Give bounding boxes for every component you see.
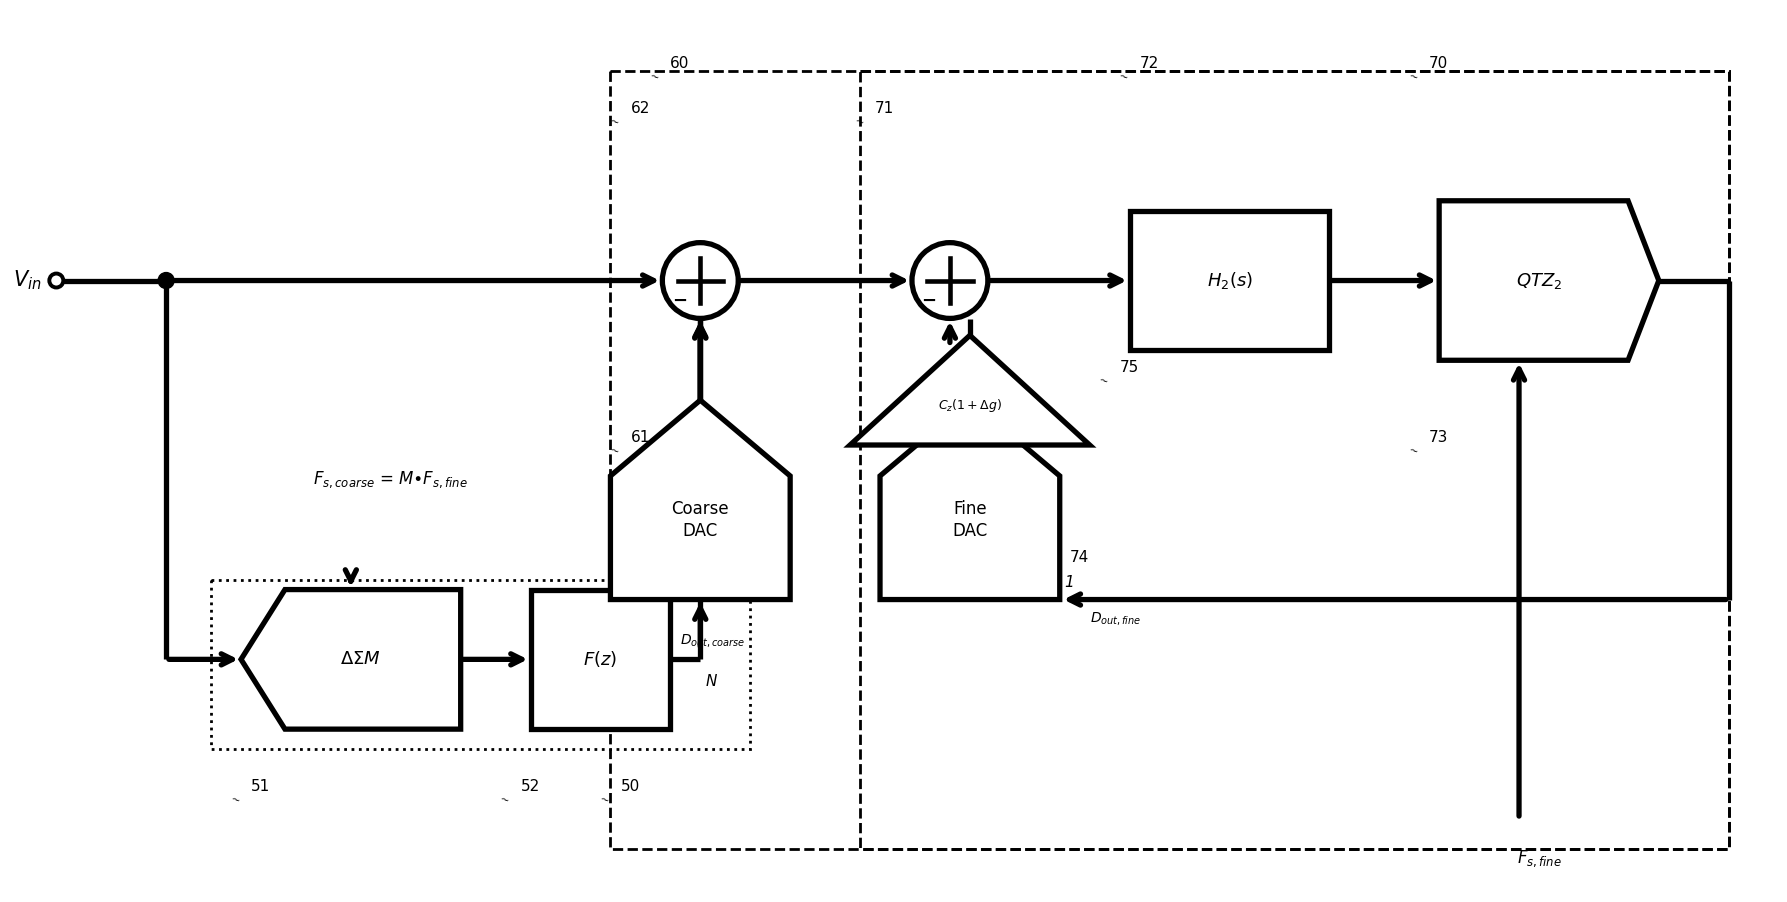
Text: −: − (922, 292, 936, 310)
Bar (611, 71, 1728, 849)
Text: ∼: ∼ (1117, 71, 1129, 84)
Text: 72: 72 (1140, 56, 1158, 71)
Text: Coarse
DAC: Coarse DAC (672, 500, 729, 540)
Text: ∼: ∼ (1406, 445, 1419, 457)
Text: $H_2(s)$: $H_2(s)$ (1206, 270, 1253, 291)
Text: ∼: ∼ (852, 116, 865, 129)
Text: 71: 71 (876, 101, 894, 116)
Text: 51: 51 (250, 779, 270, 794)
Circle shape (911, 243, 988, 318)
Text: 70: 70 (1430, 56, 1449, 71)
Text: ∼: ∼ (229, 794, 241, 806)
Text: N: N (706, 675, 717, 689)
Text: $F_{s,coarse}$ = $M{\bullet}F_{s,fine}$: $F_{s,coarse}$ = $M{\bullet}F_{s,fine}$ (313, 470, 468, 490)
Text: ∼: ∼ (1406, 71, 1419, 84)
Text: 61: 61 (631, 430, 650, 445)
Text: 1: 1 (1065, 575, 1074, 590)
Polygon shape (879, 400, 1060, 600)
Text: $C_z(1+\Delta g)$: $C_z(1+\Delta g)$ (938, 397, 1003, 414)
Text: 75: 75 (1120, 360, 1138, 375)
Polygon shape (241, 590, 461, 729)
Text: $V_{in}$: $V_{in}$ (13, 269, 41, 292)
Text: Fine
DAC: Fine DAC (952, 500, 988, 540)
Text: ∼: ∼ (649, 71, 661, 84)
Text: ∼: ∼ (499, 794, 511, 806)
Bar (211, 580, 751, 749)
Polygon shape (611, 400, 790, 600)
Text: ∼: ∼ (1097, 375, 1110, 388)
Text: 74: 74 (1070, 549, 1088, 565)
Text: 73: 73 (1430, 430, 1449, 445)
Text: $D_{out,coarse}$: $D_{out,coarse}$ (681, 632, 745, 649)
Text: ∼: ∼ (608, 445, 620, 457)
Circle shape (663, 243, 738, 318)
Text: $F(z)$: $F(z)$ (583, 649, 618, 669)
Text: $F_{s,fine}$: $F_{s,fine}$ (1517, 849, 1562, 870)
Circle shape (157, 272, 173, 289)
Bar (531, 590, 670, 729)
Text: 50: 50 (620, 779, 640, 794)
Text: 60: 60 (670, 56, 690, 71)
Bar (860, 71, 1728, 849)
Polygon shape (1439, 201, 1658, 360)
Text: 52: 52 (520, 779, 540, 794)
Text: ∼: ∼ (608, 116, 620, 129)
Text: $\Delta\Sigma M$: $\Delta\Sigma M$ (341, 650, 381, 668)
Text: $QTZ_2$: $QTZ_2$ (1515, 271, 1562, 290)
Text: ∼: ∼ (599, 794, 611, 806)
Text: 62: 62 (631, 101, 650, 116)
Polygon shape (851, 336, 1090, 445)
Text: ∼: ∼ (1047, 565, 1060, 577)
Text: −: − (672, 292, 686, 310)
Text: $D_{out,fine}$: $D_{out,fine}$ (1090, 610, 1142, 627)
Bar (1129, 211, 1330, 350)
